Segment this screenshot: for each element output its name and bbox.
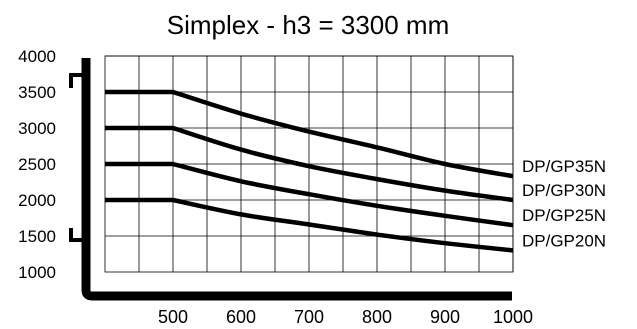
y-tick-label: 3000 [18, 119, 56, 138]
y-tick-label: 3500 [18, 83, 56, 102]
x-tick-label: 1000 [493, 307, 533, 327]
axis-notch-bottom [69, 228, 82, 242]
x-tick-label: 500 [158, 307, 188, 327]
tick-labels: 1000 1500 2000 2500 3000 3500 4000 500 600 700 800… [18, 47, 533, 327]
legend-labels: DP/GP35N DP/GP30N DP/GP25N DP/GP20N [522, 157, 606, 250]
legend-label: DP/GP35N [522, 157, 606, 176]
y-tick-label: 4000 [18, 47, 56, 66]
legend-label: DP/GP20N [522, 231, 606, 250]
legend-label: DP/GP30N [522, 181, 606, 200]
series-line-dp-gp20n [105, 197, 514, 253]
axis-notch-top [69, 73, 82, 88]
chart-title: Simplex - h3 = 3300 mm [167, 10, 450, 40]
y-tick-label: 2000 [18, 191, 56, 210]
series-line-dp-gp30n [105, 125, 514, 203]
x-tick-label: 600 [226, 307, 256, 327]
x-tick-label: 800 [362, 307, 392, 327]
x-tick-label: 700 [294, 307, 324, 327]
axes [69, 58, 512, 301]
x-tick-label: 900 [430, 307, 460, 327]
y-tick-label: 2500 [18, 155, 56, 174]
y-tick-label: 1500 [18, 227, 56, 246]
series-line-dp-gp25n [105, 161, 514, 228]
series-line-dp-gp35n [105, 89, 514, 179]
legend-label: DP/GP25N [522, 206, 606, 225]
y-tick-label: 1000 [18, 263, 56, 282]
series-lines [105, 89, 514, 253]
axis-frame [81, 58, 512, 301]
